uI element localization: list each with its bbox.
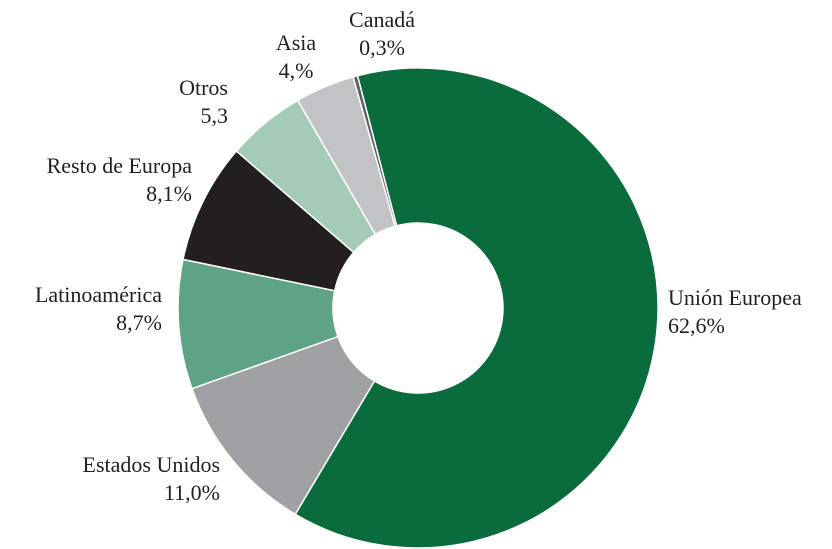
category-label: Estados Unidos xyxy=(83,452,221,477)
value-label: 5,3 xyxy=(201,103,229,128)
value-label: 8,7% xyxy=(116,310,162,335)
slice xyxy=(191,335,376,516)
category-label: Canadá xyxy=(349,7,415,32)
value-label: 62,6% xyxy=(668,313,725,338)
slice xyxy=(294,67,659,549)
category-label: Resto de Europa xyxy=(47,153,193,178)
value-label: 8,1% xyxy=(146,181,192,206)
value-label: 0,3% xyxy=(359,35,405,60)
category-label: Unión Europea xyxy=(668,285,802,310)
category-label: Latinoamérica xyxy=(35,282,162,307)
category-label: Otros xyxy=(179,75,228,100)
category-label: Asia xyxy=(276,30,317,55)
value-label: 4,% xyxy=(279,58,314,83)
slice xyxy=(352,74,398,228)
value-label: 11,0% xyxy=(164,480,220,505)
